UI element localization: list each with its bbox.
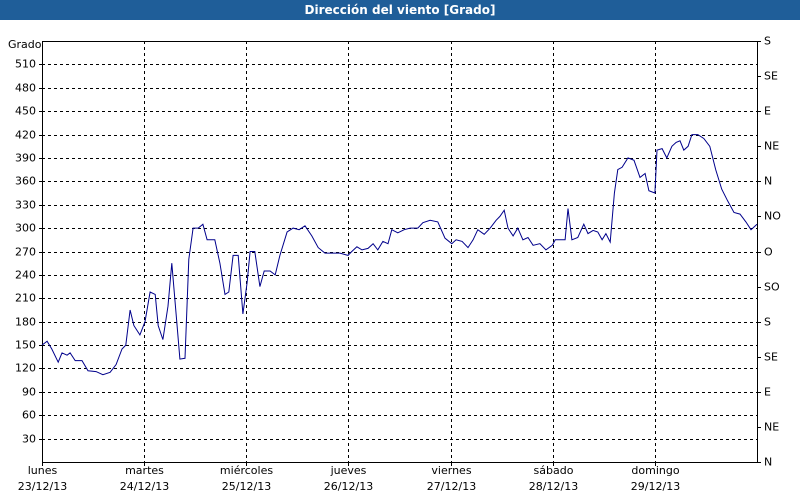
y2-tick-label: N [764, 175, 772, 188]
y-tick-label: 510 [15, 58, 36, 71]
x-tick-label: martes 24/12/13 [119, 464, 170, 493]
y-tick-label: 270 [15, 246, 36, 259]
y2-tick-label: S [764, 35, 771, 48]
y-tick-label: 480 [15, 82, 36, 95]
y-tick-label: 150 [15, 339, 36, 352]
x-tick-label: sábado 28/12/13 [528, 464, 579, 493]
chart-title: Dirección del viento [Grado] [0, 0, 800, 20]
y2-tick-label: NO [764, 210, 781, 223]
x-tick-label: jueves 26/12/13 [323, 464, 374, 493]
x-tick-label: domingo 29/12/13 [630, 464, 681, 493]
y-tick-label: 210 [15, 292, 36, 305]
y-tick-label: 420 [15, 129, 36, 142]
x-tick-label: viernes 27/12/13 [426, 464, 477, 493]
y2-tick-label: E [764, 386, 771, 399]
y-tick-label: 180 [15, 316, 36, 329]
x-tick-label: lunes 23/12/13 [17, 464, 68, 493]
y2-tick-label: NE [764, 421, 779, 434]
y-tick-label: 300 [15, 222, 36, 235]
y-tick-label: 120 [15, 362, 36, 375]
y-tick-label: 330 [15, 199, 36, 212]
y-tick-label: 450 [15, 105, 36, 118]
y2-tick-label: SE [764, 351, 778, 364]
x-tick-label: miércoles 25/12/13 [219, 464, 274, 493]
y-tick-label: 30 [22, 433, 36, 446]
y-tick-label: 240 [15, 269, 36, 282]
y-tick-label: 360 [15, 175, 36, 188]
y2-tick-label: E [764, 105, 771, 118]
y2-tick-label: NE [764, 140, 779, 153]
y2-tick-label: O [764, 246, 773, 259]
y-tick-label: 90 [22, 386, 36, 399]
plot-frame [42, 41, 758, 463]
y-axis-label: Grado [8, 38, 42, 51]
y2-tick-label: S [764, 316, 771, 329]
y2-tick-label: N [764, 456, 772, 469]
y2-tick-label: SO [764, 281, 780, 294]
data-line [41, 134, 758, 376]
y-tick-label: 60 [22, 409, 36, 422]
y2-tick-label: SE [764, 70, 778, 83]
y-tick-label: 390 [15, 152, 36, 165]
